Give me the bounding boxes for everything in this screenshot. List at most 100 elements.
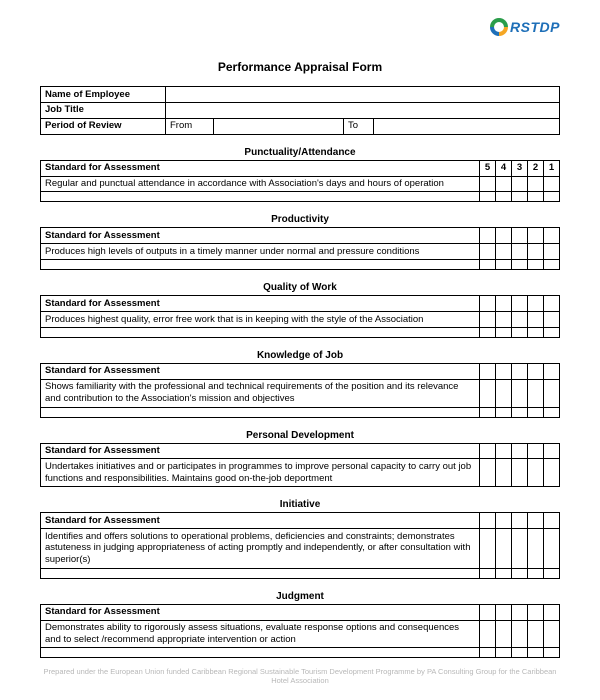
from-label: From [166, 118, 214, 134]
rating-header [512, 604, 528, 620]
rating-cell[interactable] [528, 379, 544, 407]
to-value[interactable] [374, 118, 560, 134]
rating-cell[interactable] [480, 176, 496, 192]
name-value[interactable] [166, 87, 560, 103]
rating-cell[interactable] [512, 176, 528, 192]
rating-header [544, 443, 560, 459]
rating-cell[interactable] [512, 620, 528, 648]
rating-cell[interactable] [544, 260, 560, 270]
rating-cell[interactable] [528, 459, 544, 487]
rating-cell[interactable] [512, 379, 528, 407]
rating-cell[interactable] [512, 260, 528, 270]
rating-cell[interactable] [528, 176, 544, 192]
employee-info-table: Name of Employee Job Title Period of Rev… [40, 86, 560, 135]
rating-cell[interactable] [480, 312, 496, 328]
rating-cell[interactable] [512, 327, 528, 337]
rating-header [496, 443, 512, 459]
rating-header [544, 228, 560, 244]
rating-header [512, 296, 528, 312]
rating-cell[interactable] [496, 192, 512, 202]
standard-text: Regular and punctual attendance in accor… [41, 176, 480, 192]
rating-header [480, 443, 496, 459]
rating-cell[interactable] [512, 312, 528, 328]
rating-cell[interactable] [480, 459, 496, 487]
rating-cell[interactable] [544, 379, 560, 407]
standard-text: Shows familiarity with the professional … [41, 379, 480, 407]
standard-text: Produces high levels of outputs in a tim… [41, 244, 480, 260]
assessment-table: Standard for AssessmentProduces highest … [40, 295, 560, 338]
rating-cell[interactable] [512, 192, 528, 202]
rating-header [544, 296, 560, 312]
rating-cell[interactable] [480, 244, 496, 260]
rating-cell[interactable] [496, 327, 512, 337]
rating-cell[interactable] [528, 407, 544, 417]
rating-cell[interactable] [512, 568, 528, 578]
rating-cell[interactable] [480, 568, 496, 578]
rating-cell[interactable] [544, 648, 560, 658]
rating-cell[interactable] [496, 459, 512, 487]
standard-text: Identifies and offers solutions to opera… [41, 529, 480, 569]
rating-cell[interactable] [544, 312, 560, 328]
rating-cell[interactable] [544, 459, 560, 487]
rating-cell[interactable] [512, 407, 528, 417]
rating-cell[interactable] [496, 379, 512, 407]
rating-cell[interactable] [544, 176, 560, 192]
logo-text: RSTDP [510, 19, 560, 35]
rating-header [480, 513, 496, 529]
assessment-table: Standard for AssessmentProduces high lev… [40, 227, 560, 270]
rating-header [544, 513, 560, 529]
rating-cell[interactable] [480, 260, 496, 270]
rating-cell[interactable] [544, 568, 560, 578]
section-heading: Punctuality/Attendance [40, 147, 560, 158]
rating-cell[interactable] [480, 529, 496, 569]
rating-cell[interactable] [496, 260, 512, 270]
rating-header [512, 513, 528, 529]
rating-cell[interactable] [496, 312, 512, 328]
rating-cell[interactable] [496, 407, 512, 417]
rating-cell[interactable] [496, 176, 512, 192]
rating-cell[interactable] [480, 327, 496, 337]
rating-cell[interactable] [544, 529, 560, 569]
rating-cell[interactable] [512, 459, 528, 487]
rating-header [480, 363, 496, 379]
section-heading: Quality of Work [40, 282, 560, 293]
rating-cell[interactable] [496, 620, 512, 648]
rating-cell[interactable] [480, 620, 496, 648]
rating-cell[interactable] [528, 648, 544, 658]
rating-cell[interactable] [512, 529, 528, 569]
rating-cell[interactable] [480, 407, 496, 417]
rating-cell[interactable] [528, 244, 544, 260]
rating-cell[interactable] [480, 648, 496, 658]
rating-header [512, 228, 528, 244]
rating-cell[interactable] [544, 192, 560, 202]
rating-cell[interactable] [544, 327, 560, 337]
rating-cell[interactable] [480, 379, 496, 407]
rating-header [528, 604, 544, 620]
rating-cell[interactable] [496, 568, 512, 578]
rating-cell[interactable] [528, 327, 544, 337]
rating-cell[interactable] [528, 568, 544, 578]
rating-cell[interactable] [480, 192, 496, 202]
standard-text: Produces highest quality, error free wor… [41, 312, 480, 328]
rating-cell[interactable] [512, 244, 528, 260]
rating-cell[interactable] [496, 648, 512, 658]
rating-cell[interactable] [528, 192, 544, 202]
standard-text: Demonstrates ability to rigorously asses… [41, 620, 480, 648]
rating-cell[interactable] [528, 312, 544, 328]
rating-cell[interactable] [496, 529, 512, 569]
section-heading: Judgment [40, 591, 560, 602]
assessment-table: Standard for Assessment54321Regular and … [40, 160, 560, 203]
rating-cell[interactable] [528, 620, 544, 648]
blank-cell [41, 407, 480, 417]
rating-cell[interactable] [544, 407, 560, 417]
standard-header: Standard for Assessment [41, 443, 480, 459]
rating-cell[interactable] [544, 244, 560, 260]
rating-cell[interactable] [528, 260, 544, 270]
rating-cell[interactable] [528, 529, 544, 569]
rating-header [496, 363, 512, 379]
rating-cell[interactable] [496, 244, 512, 260]
from-value[interactable] [214, 118, 344, 134]
job-title-value[interactable] [166, 102, 560, 118]
rating-cell[interactable] [544, 620, 560, 648]
rating-cell[interactable] [512, 648, 528, 658]
